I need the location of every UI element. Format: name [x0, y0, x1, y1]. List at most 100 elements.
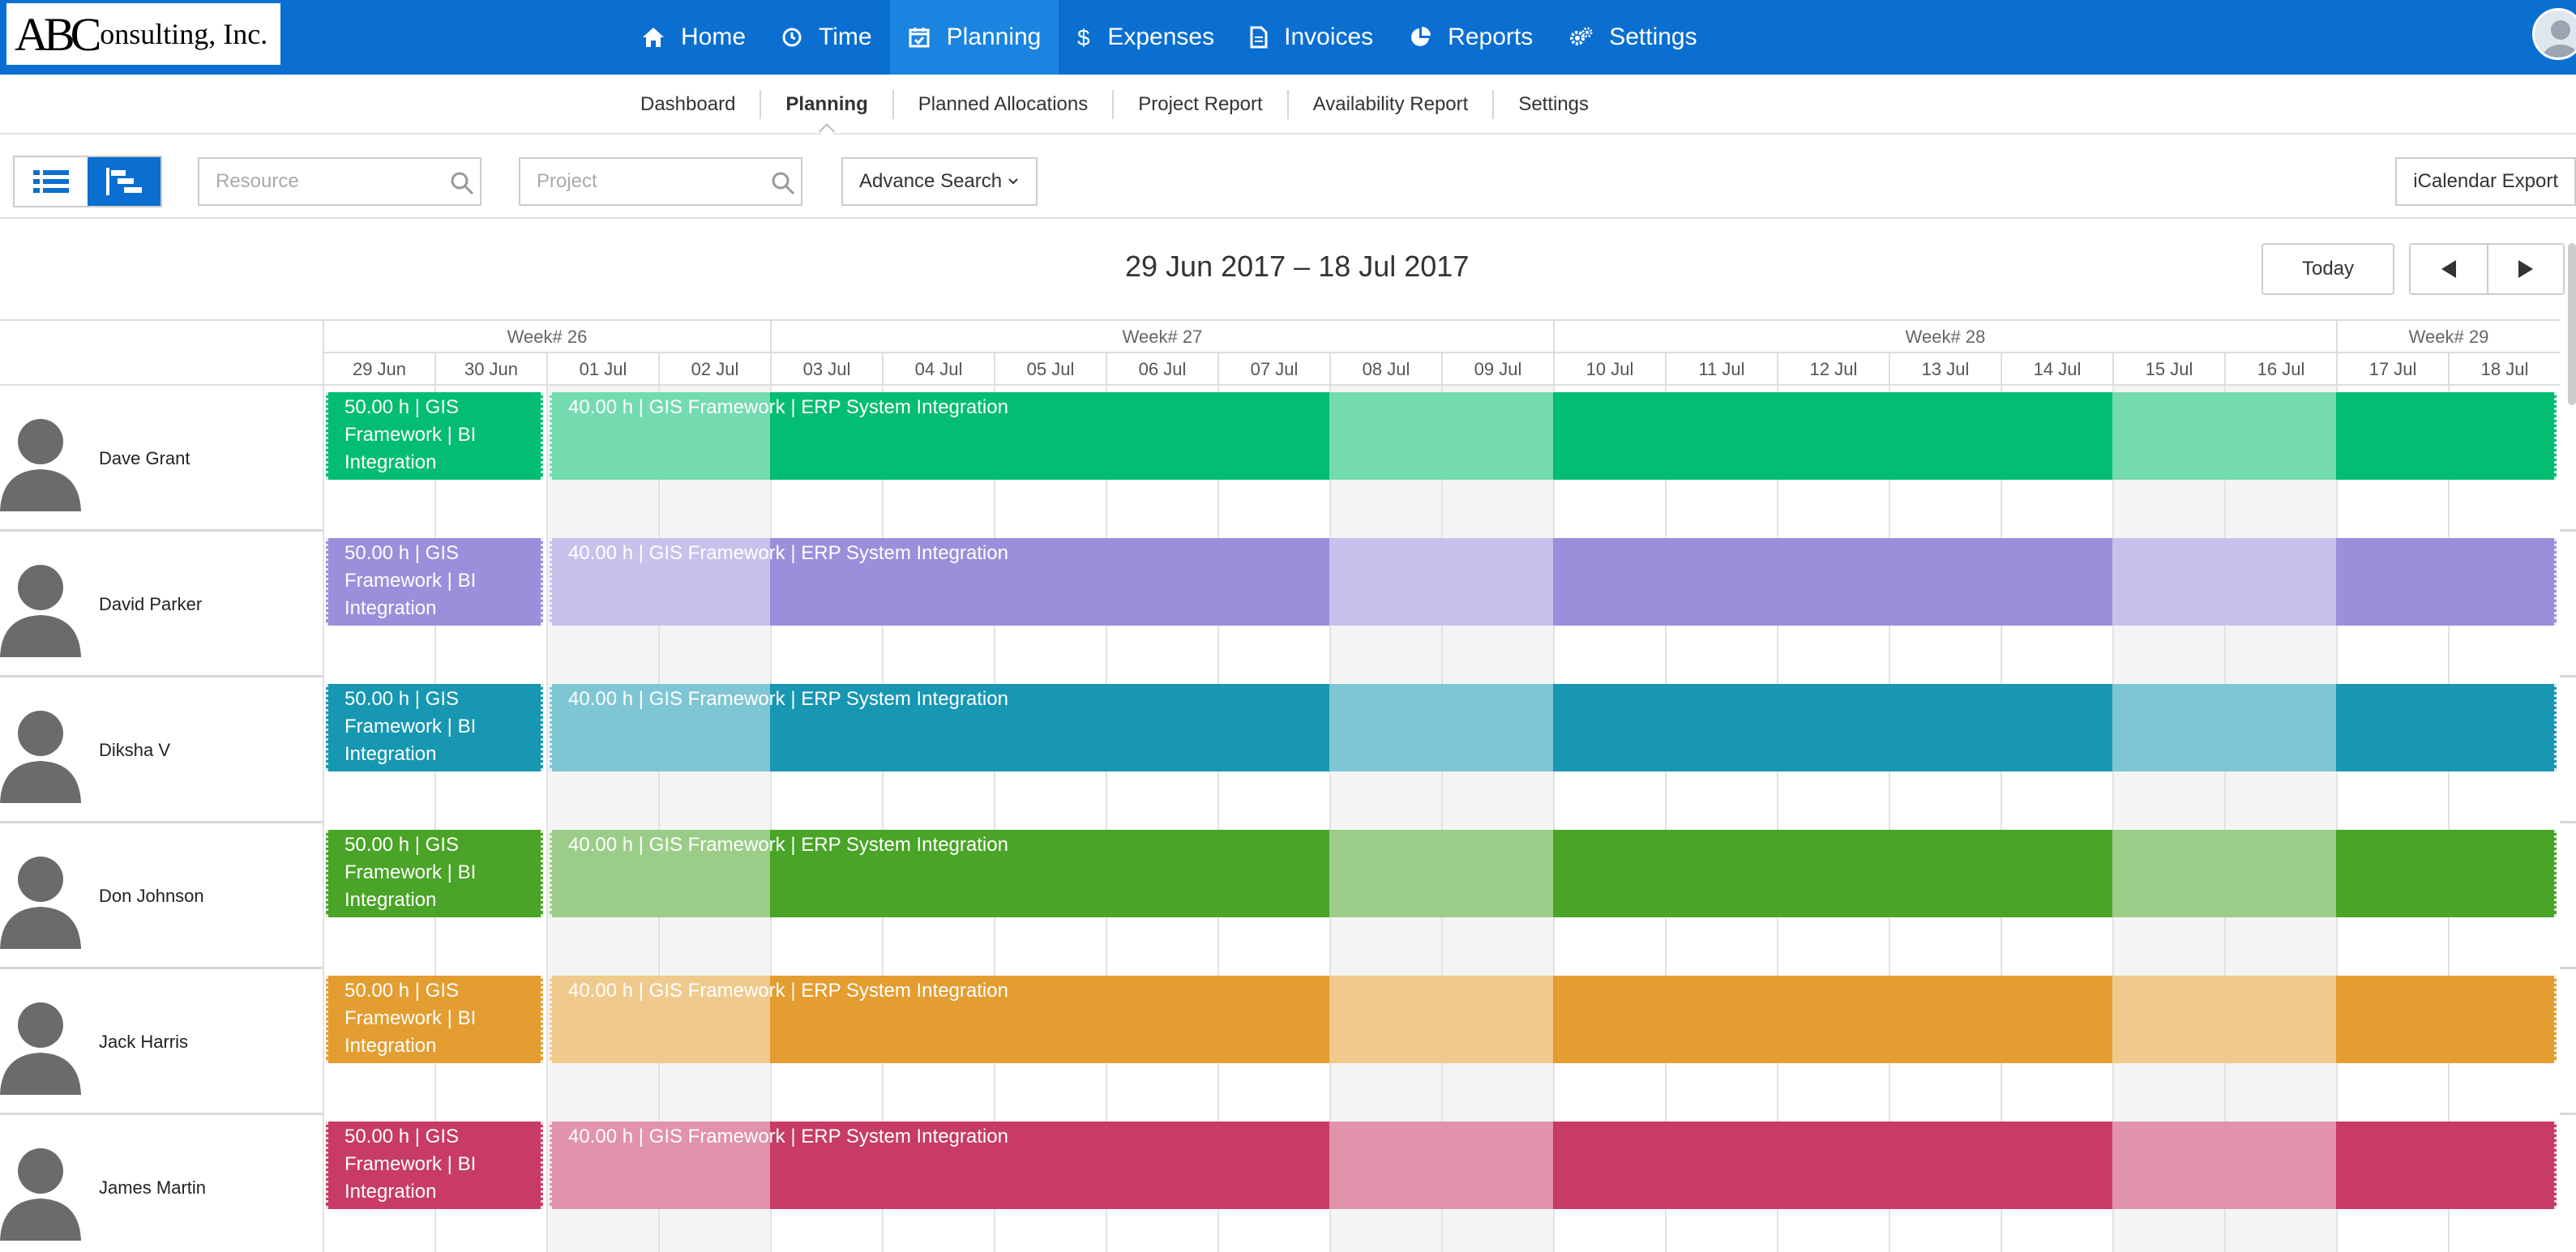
day-label: 01 Jul — [546, 353, 658, 386]
subnav-availability-report[interactable]: Availability Report — [1289, 90, 1495, 119]
icalendar-export-button[interactable]: iCalendar Export — [2395, 157, 2576, 206]
project-search — [519, 157, 802, 206]
resource-row: Jack Harris 50.00 h | GIS Framework | BI … — [0, 969, 2576, 1115]
resource-cell[interactable]: Jack Harris — [0, 969, 323, 1115]
user-avatar[interactable] — [2532, 8, 2576, 60]
advance-search-button[interactable]: Advance Search — [841, 157, 1038, 206]
resource-row: Dave Grant 50.00 h | GIS Framework | BI I… — [0, 386, 2576, 532]
day-label: 04 Jul — [882, 353, 994, 386]
day-label: 03 Jul — [770, 353, 882, 386]
allocation-bar[interactable]: 40.00 h | GIS Framework | ERP System Int… — [550, 538, 2557, 626]
resource-name: Dave Grant — [99, 448, 190, 468]
resource-cell[interactable]: Dave Grant — [0, 386, 323, 532]
subnav-settings[interactable]: Settings — [1518, 93, 1590, 115]
today-button[interactable]: Today — [2261, 243, 2394, 295]
search-icon[interactable] — [449, 170, 475, 196]
resource-cell[interactable]: David Parker — [0, 532, 323, 677]
day-label: 15 Jul — [2112, 353, 2224, 386]
day-label: 29 Jun — [323, 353, 434, 386]
allocation-bar[interactable]: 50.00 h | GIS Framework | BI Integration — [326, 684, 543, 771]
period-nav — [2409, 243, 2565, 295]
day-label: 05 Jul — [994, 353, 1106, 386]
day-label: 07 Jul — [1217, 353, 1329, 386]
resource-cell[interactable]: Don Johnson — [0, 823, 323, 969]
resource-search-input[interactable] — [199, 159, 434, 204]
nav-label: Time — [819, 24, 872, 50]
nav-invoices[interactable]: Invoices — [1232, 0, 1391, 75]
list-view-button[interactable] — [15, 157, 88, 206]
home-icon — [642, 27, 673, 48]
sub-menu: Dashboard Planning Planned Allocations Proj… — [616, 75, 1613, 135]
nav-label: Expenses — [1107, 24, 1215, 50]
prev-period-button[interactable] — [2411, 245, 2487, 293]
nav-reports[interactable]: Reports — [1391, 0, 1551, 75]
caret-right-icon — [2518, 260, 2533, 278]
resource-row: Don Johnson 50.00 h | GIS Framework | BI … — [0, 823, 2576, 969]
resource-name: James Martin — [99, 1177, 207, 1198]
person-icon — [0, 406, 81, 511]
project-search-input[interactable] — [520, 159, 755, 204]
nav-label: Settings — [1609, 24, 1697, 50]
week-label: Week# 29 — [2336, 321, 2560, 353]
gears-icon — [1568, 26, 1601, 49]
allocation-bar[interactable]: 40.00 h | GIS Framework | ERP System Int… — [550, 392, 2557, 480]
nav-label: Planning — [946, 24, 1042, 50]
nav-expenses[interactable]: $ Expenses — [1059, 0, 1232, 75]
planning-grid: Week# 26 Week# 27 Week# 28 Week# 29 29 Jun 3… — [0, 319, 2576, 1252]
allocation-bar[interactable]: 40.00 h | GIS Framework | ERP System Int… — [550, 830, 2557, 917]
allocation-bar[interactable]: 40.00 h | GIS Framework | ERP System Int… — [550, 1122, 2557, 1209]
resource-cell[interactable]: James Martin — [0, 1115, 323, 1252]
subnav-planned-allocations[interactable]: Planned Allocations — [894, 90, 1115, 119]
main-menu: Home Time Planning $ Expenses Invoices Reports… — [624, 0, 1715, 75]
nav-time[interactable]: Time — [764, 0, 890, 75]
allocation-bar[interactable]: 50.00 h | GIS Framework | BI Integration — [326, 538, 543, 626]
day-label: 11 Jul — [1665, 353, 1777, 386]
day-label: 18 Jul — [2448, 353, 2560, 386]
caret-left-icon — [2441, 260, 2456, 278]
gantt-icon — [106, 168, 142, 195]
icalendar-export-label: iCalendar Export — [2413, 170, 2558, 192]
day-header: 29 Jun 30 Jun 01 Jul 02 Jul 03 Jul 04 Jul 05 J… — [323, 352, 2560, 386]
resource-search — [198, 157, 481, 206]
subnav-project-report[interactable]: Project Report — [1114, 90, 1289, 119]
day-label: 16 Jul — [2224, 353, 2336, 386]
day-label: 17 Jul — [2336, 353, 2448, 386]
person-icon — [0, 552, 81, 657]
next-period-button[interactable] — [2487, 245, 2563, 293]
gantt-view-button[interactable] — [88, 157, 160, 206]
week-label: Week# 26 — [323, 321, 770, 353]
resource-row: Diksha V 50.00 h | GIS Framework | BI Int… — [0, 677, 2576, 823]
nav-label: Home — [681, 24, 747, 50]
allocation-bar[interactable]: 40.00 h | GIS Framework | ERP System Int… — [550, 684, 2557, 771]
resource-name: Diksha V — [99, 740, 171, 760]
nav-settings[interactable]: Settings — [1551, 0, 1714, 75]
dollar-icon: $ — [1076, 25, 1099, 49]
vertical-scrollbar[interactable] — [2568, 243, 2576, 405]
subnav-planning[interactable]: Planning — [761, 90, 894, 119]
today-label: Today — [2301, 258, 2355, 280]
allocation-bar[interactable]: 50.00 h | GIS Framework | BI Integration — [326, 830, 543, 917]
allocation-bar[interactable]: 50.00 h | GIS Framework | BI Integration — [326, 1122, 543, 1209]
person-icon — [0, 989, 81, 1095]
pie-chart-icon — [1409, 26, 1440, 49]
nav-label: Invoices — [1284, 24, 1374, 50]
allocation-bar[interactable]: 40.00 h | GIS Framework | ERP System Int… — [550, 976, 2557, 1063]
logo-name: onsulting, Inc. — [100, 18, 268, 50]
person-icon — [0, 844, 81, 949]
allocation-bar[interactable]: 50.00 h | GIS Framework | BI Integration — [326, 392, 543, 480]
nav-label: Reports — [1448, 24, 1534, 50]
calendar-check-icon — [908, 26, 939, 49]
resource-cell[interactable]: Diksha V — [0, 677, 323, 823]
company-logo[interactable]: ABC onsulting, Inc. — [5, 2, 282, 66]
day-label: 10 Jul — [1553, 353, 1665, 386]
nav-planning[interactable]: Planning — [889, 0, 1059, 75]
person-icon — [0, 698, 81, 803]
day-label: 12 Jul — [1777, 353, 1889, 386]
day-label: 13 Jul — [1889, 353, 2000, 386]
nav-home[interactable]: Home — [624, 0, 764, 75]
search-icon[interactable] — [770, 170, 796, 196]
top-navbar: ABC onsulting, Inc. Home Time Planning $ Exp… — [0, 0, 2576, 75]
subnav-dashboard[interactable]: Dashboard — [616, 90, 762, 119]
resource-rows: Dave Grant 50.00 h | GIS Framework | BI I… — [0, 386, 2576, 1252]
allocation-bar[interactable]: 50.00 h | GIS Framework | BI Integration — [326, 976, 543, 1063]
